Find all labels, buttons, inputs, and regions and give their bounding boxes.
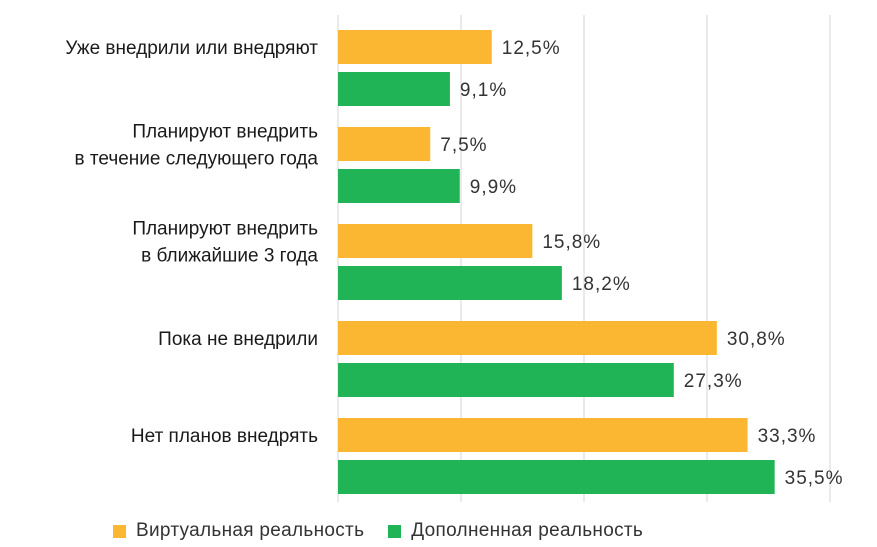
bar-virtual-reality [338, 30, 492, 64]
data-label: 33,3% [758, 426, 817, 447]
legend-item-virtual-reality: Виртуальная реальность [113, 520, 364, 542]
bars [338, 30, 775, 494]
legend-swatch-virtual-reality [113, 524, 126, 538]
bar-augmented-reality [338, 460, 775, 494]
bar-augmented-reality [338, 266, 562, 300]
category-label: в ближайшие 3 года [141, 246, 318, 267]
category-label: Планируют внедрить [132, 219, 318, 240]
category-label: Пока не внедрили [158, 329, 318, 350]
category-label: Уже внедрили или внедряют [65, 38, 318, 59]
data-label: 7,5% [440, 135, 487, 156]
data-label: 9,1% [460, 80, 507, 101]
value-labels: 12,5% 9,1% 7,5% 9,9% 15,8% 18,2% 30,8% 27,3% 33,… [440, 38, 844, 489]
legend-item-augmented-reality: Дополненная реальность [388, 520, 643, 542]
legend-label-virtual-reality: Виртуальная реальность [136, 520, 365, 541]
legend-swatch-augmented-reality [388, 524, 402, 538]
bar-augmented-reality [338, 72, 450, 106]
data-label: 27,3% [684, 371, 743, 392]
category-label: Нет планов внедрять [131, 426, 318, 447]
data-label: 15,8% [542, 232, 601, 253]
bar-virtual-reality [338, 321, 717, 355]
bar-augmented-reality [338, 363, 674, 397]
category-label: в течение следующего года [75, 149, 319, 170]
legend-label-augmented-reality: Дополненная реальность [411, 520, 644, 541]
legend: Виртуальная реальность Дополненная реаль… [113, 516, 643, 546]
bar-virtual-reality [338, 418, 748, 452]
data-label: 30,8% [727, 329, 786, 350]
bar-virtual-reality [338, 224, 533, 258]
category-label: Планируют внедрить [132, 122, 318, 143]
bar-virtual-reality [338, 127, 431, 161]
data-label: 12,5% [502, 38, 561, 59]
bar-augmented-reality [338, 169, 460, 203]
data-label: 9,9% [470, 177, 517, 198]
category-labels: Уже внедрили или внедряют Планируют внедр… [65, 38, 318, 447]
data-label: 18,2% [572, 274, 631, 295]
data-label: 35,5% [785, 468, 844, 489]
